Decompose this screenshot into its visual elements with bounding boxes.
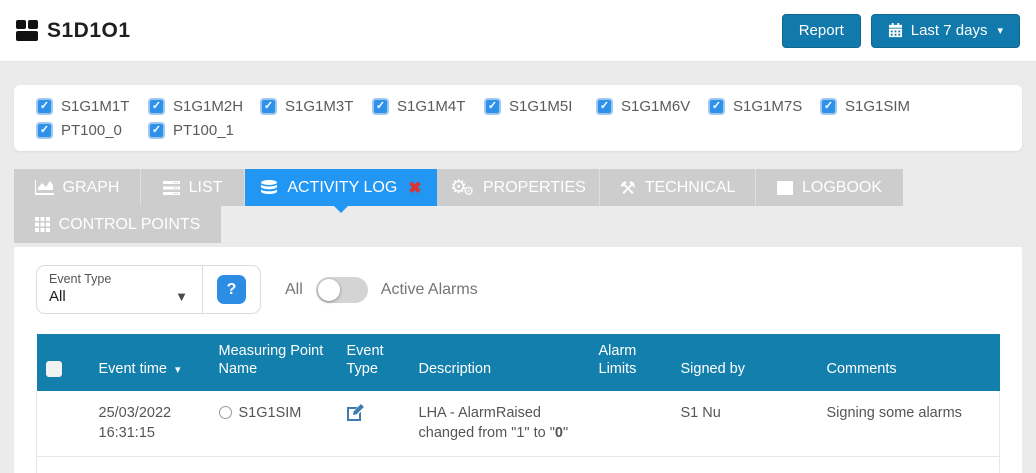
table-header-row: Event time ▾ Measuring Point Name Event … xyxy=(36,334,1000,392)
active-alarms-toggle[interactable] xyxy=(315,276,368,303)
checkbox-checked-icon[interactable]: ✓ xyxy=(36,98,53,115)
checkbox-pt100-1[interactable]: ✓ PT100_1 xyxy=(148,122,260,139)
tab-bar: GRAPH LIST ACTIVITY LOG ✖ ⚙ ⚙ PROPERTIES xyxy=(14,169,1022,243)
event-type-value: All xyxy=(49,288,66,305)
checkbox-checked-icon[interactable]: ✓ xyxy=(36,122,53,139)
boxes-icon xyxy=(16,20,38,41)
toggle-label-all: All xyxy=(285,280,303,298)
close-tab-icon[interactable]: ✖ xyxy=(408,179,422,197)
event-type-select[interactable]: Event Type All ▼ xyxy=(37,266,202,313)
column-header-measuring-point[interactable]: Measuring Point Name xyxy=(218,334,347,392)
checkbox-s1g1m6v[interactable]: ✓ S1G1M6V xyxy=(596,98,708,115)
column-header-signed-by[interactable]: Signed by xyxy=(680,334,827,392)
topbar-actions: Report Last 7 days ▾ xyxy=(781,13,1020,48)
checkbox-s1g1m2h[interactable]: ✓ S1G1M2H xyxy=(148,98,260,115)
tab-activity-log[interactable]: ACTIVITY LOG ✖ xyxy=(245,169,437,206)
measuring-point-cell: S1G1SIM xyxy=(218,391,347,458)
description-cell: LHA - AlarmRaised changed from "1" to "0… xyxy=(418,391,599,458)
select-all-header xyxy=(36,334,99,392)
help-button-area: ? xyxy=(203,266,260,313)
table-row-partial xyxy=(36,456,1000,473)
tools-icon: ⚒ xyxy=(619,177,636,198)
checkbox-s1g1m3t[interactable]: ✓ S1G1M3T xyxy=(260,98,372,115)
help-button[interactable]: ? xyxy=(217,275,246,304)
app-brand: S1D1O1 xyxy=(16,19,131,43)
comments-cell: Signing some alarms xyxy=(826,391,1000,458)
calendar-icon xyxy=(888,23,902,38)
checkbox-checked-icon[interactable]: ✓ xyxy=(708,98,725,115)
alarm-toggle-group: All Active Alarms xyxy=(285,276,478,303)
chevron-down-icon: ▾ xyxy=(997,25,1003,37)
daterange-button[interactable]: Last 7 days ▾ xyxy=(870,13,1020,48)
column-header-alarm-limits[interactable]: Alarm Limits xyxy=(598,334,681,392)
checkbox-checked-icon[interactable]: ✓ xyxy=(148,122,165,139)
checkbox-checked-icon[interactable]: ✓ xyxy=(596,98,613,115)
column-header-event-type[interactable]: Event Type xyxy=(346,334,419,392)
alarm-limits-cell xyxy=(598,391,681,458)
column-header-comments[interactable]: Comments xyxy=(826,334,1000,392)
checkbox-s1g1m5i[interactable]: ✓ S1G1M5I xyxy=(484,98,596,115)
select-all-checkbox[interactable] xyxy=(45,361,62,378)
checkbox-pt100-0[interactable]: ✓ PT100_0 xyxy=(36,122,148,139)
gears-icon: ⚙ ⚙ xyxy=(450,177,474,198)
toggle-label-active-alarms: Active Alarms xyxy=(380,280,478,298)
report-button[interactable]: Report xyxy=(781,13,861,48)
column-header-description[interactable]: Description xyxy=(418,334,599,392)
event-time-cell: 25/03/2022 16:31:15 xyxy=(98,391,219,458)
tab-technical[interactable]: ⚒ TECHNICAL xyxy=(600,169,756,206)
table-row[interactable]: 25/03/2022 16:31:15 S1G1SIM LHA - Alar xyxy=(36,391,1000,458)
question-icon: ? xyxy=(226,280,237,298)
database-icon xyxy=(261,179,278,194)
tab-control-points[interactable]: CONTROL POINTS xyxy=(14,206,221,243)
checkbox-s1g1m4t[interactable]: ✓ S1G1M4T xyxy=(372,98,484,115)
checkbox-s1g1m7s[interactable]: ✓ S1G1M7S xyxy=(708,98,820,115)
tab-list[interactable]: LIST xyxy=(141,169,245,206)
checkbox-checked-icon[interactable]: ✓ xyxy=(372,98,389,115)
event-type-filter-group: Event Type All ▼ ? xyxy=(36,265,261,314)
tab-row-2: CONTROL POINTS xyxy=(14,206,1022,243)
tab-graph[interactable]: GRAPH xyxy=(14,169,141,206)
checkbox-checked-icon[interactable]: ✓ xyxy=(484,98,501,115)
column-header-event-time[interactable]: Event time ▾ xyxy=(98,334,219,392)
checkbox-s1g1sim[interactable]: ✓ S1G1SIM xyxy=(820,98,932,115)
signed-by-cell: S1 Nu xyxy=(680,391,827,458)
tab-logbook[interactable]: LOGBOOK xyxy=(756,169,903,206)
dropdown-caret-icon: ▼ xyxy=(175,289,188,304)
tab-properties[interactable]: ⚙ ⚙ PROPERTIES xyxy=(437,169,600,206)
logbook-icon xyxy=(776,180,793,195)
checkbox-checked-icon[interactable]: ✓ xyxy=(820,98,837,115)
tab-row-1: GRAPH LIST ACTIVITY LOG ✖ ⚙ ⚙ PROPERTIES xyxy=(14,169,1022,206)
grid-icon xyxy=(34,217,50,232)
page-title: S1D1O1 xyxy=(47,18,131,42)
checkbox-s1g1m1t[interactable]: ✓ S1G1M1T xyxy=(36,98,148,115)
checkbox-checked-icon[interactable]: ✓ xyxy=(148,98,165,115)
event-type-label: Event Type xyxy=(49,272,112,286)
row-select-cell xyxy=(36,391,99,458)
event-type-cell xyxy=(346,391,419,458)
filter-row: Event Type All ▼ ? All Active Alarms xyxy=(36,265,1000,314)
toggle-knob[interactable] xyxy=(317,278,340,301)
top-bar: S1D1O1 Report Last 7 days ▾ xyxy=(0,0,1036,62)
checkbox-checked-icon[interactable]: ✓ xyxy=(260,98,277,115)
chart-area-icon xyxy=(34,180,54,195)
edit-event-icon[interactable] xyxy=(346,404,364,428)
sort-desc-icon: ▾ xyxy=(175,364,181,377)
activity-log-panel: Event Type All ▼ ? All Active Alarms xyxy=(14,247,1022,473)
divider xyxy=(202,266,203,313)
measuring-points-card: ✓ S1G1M1T ✓ S1G1M2H ✓ S1G1M3T ✓ S1G1M4T … xyxy=(14,85,1022,151)
measuring-points-list: ✓ S1G1M1T ✓ S1G1M2H ✓ S1G1M3T ✓ S1G1M4T … xyxy=(36,98,1000,139)
activity-log-table: Event time ▾ Measuring Point Name Event … xyxy=(36,334,1000,473)
list-icon xyxy=(162,180,180,195)
radio-icon xyxy=(218,406,232,420)
